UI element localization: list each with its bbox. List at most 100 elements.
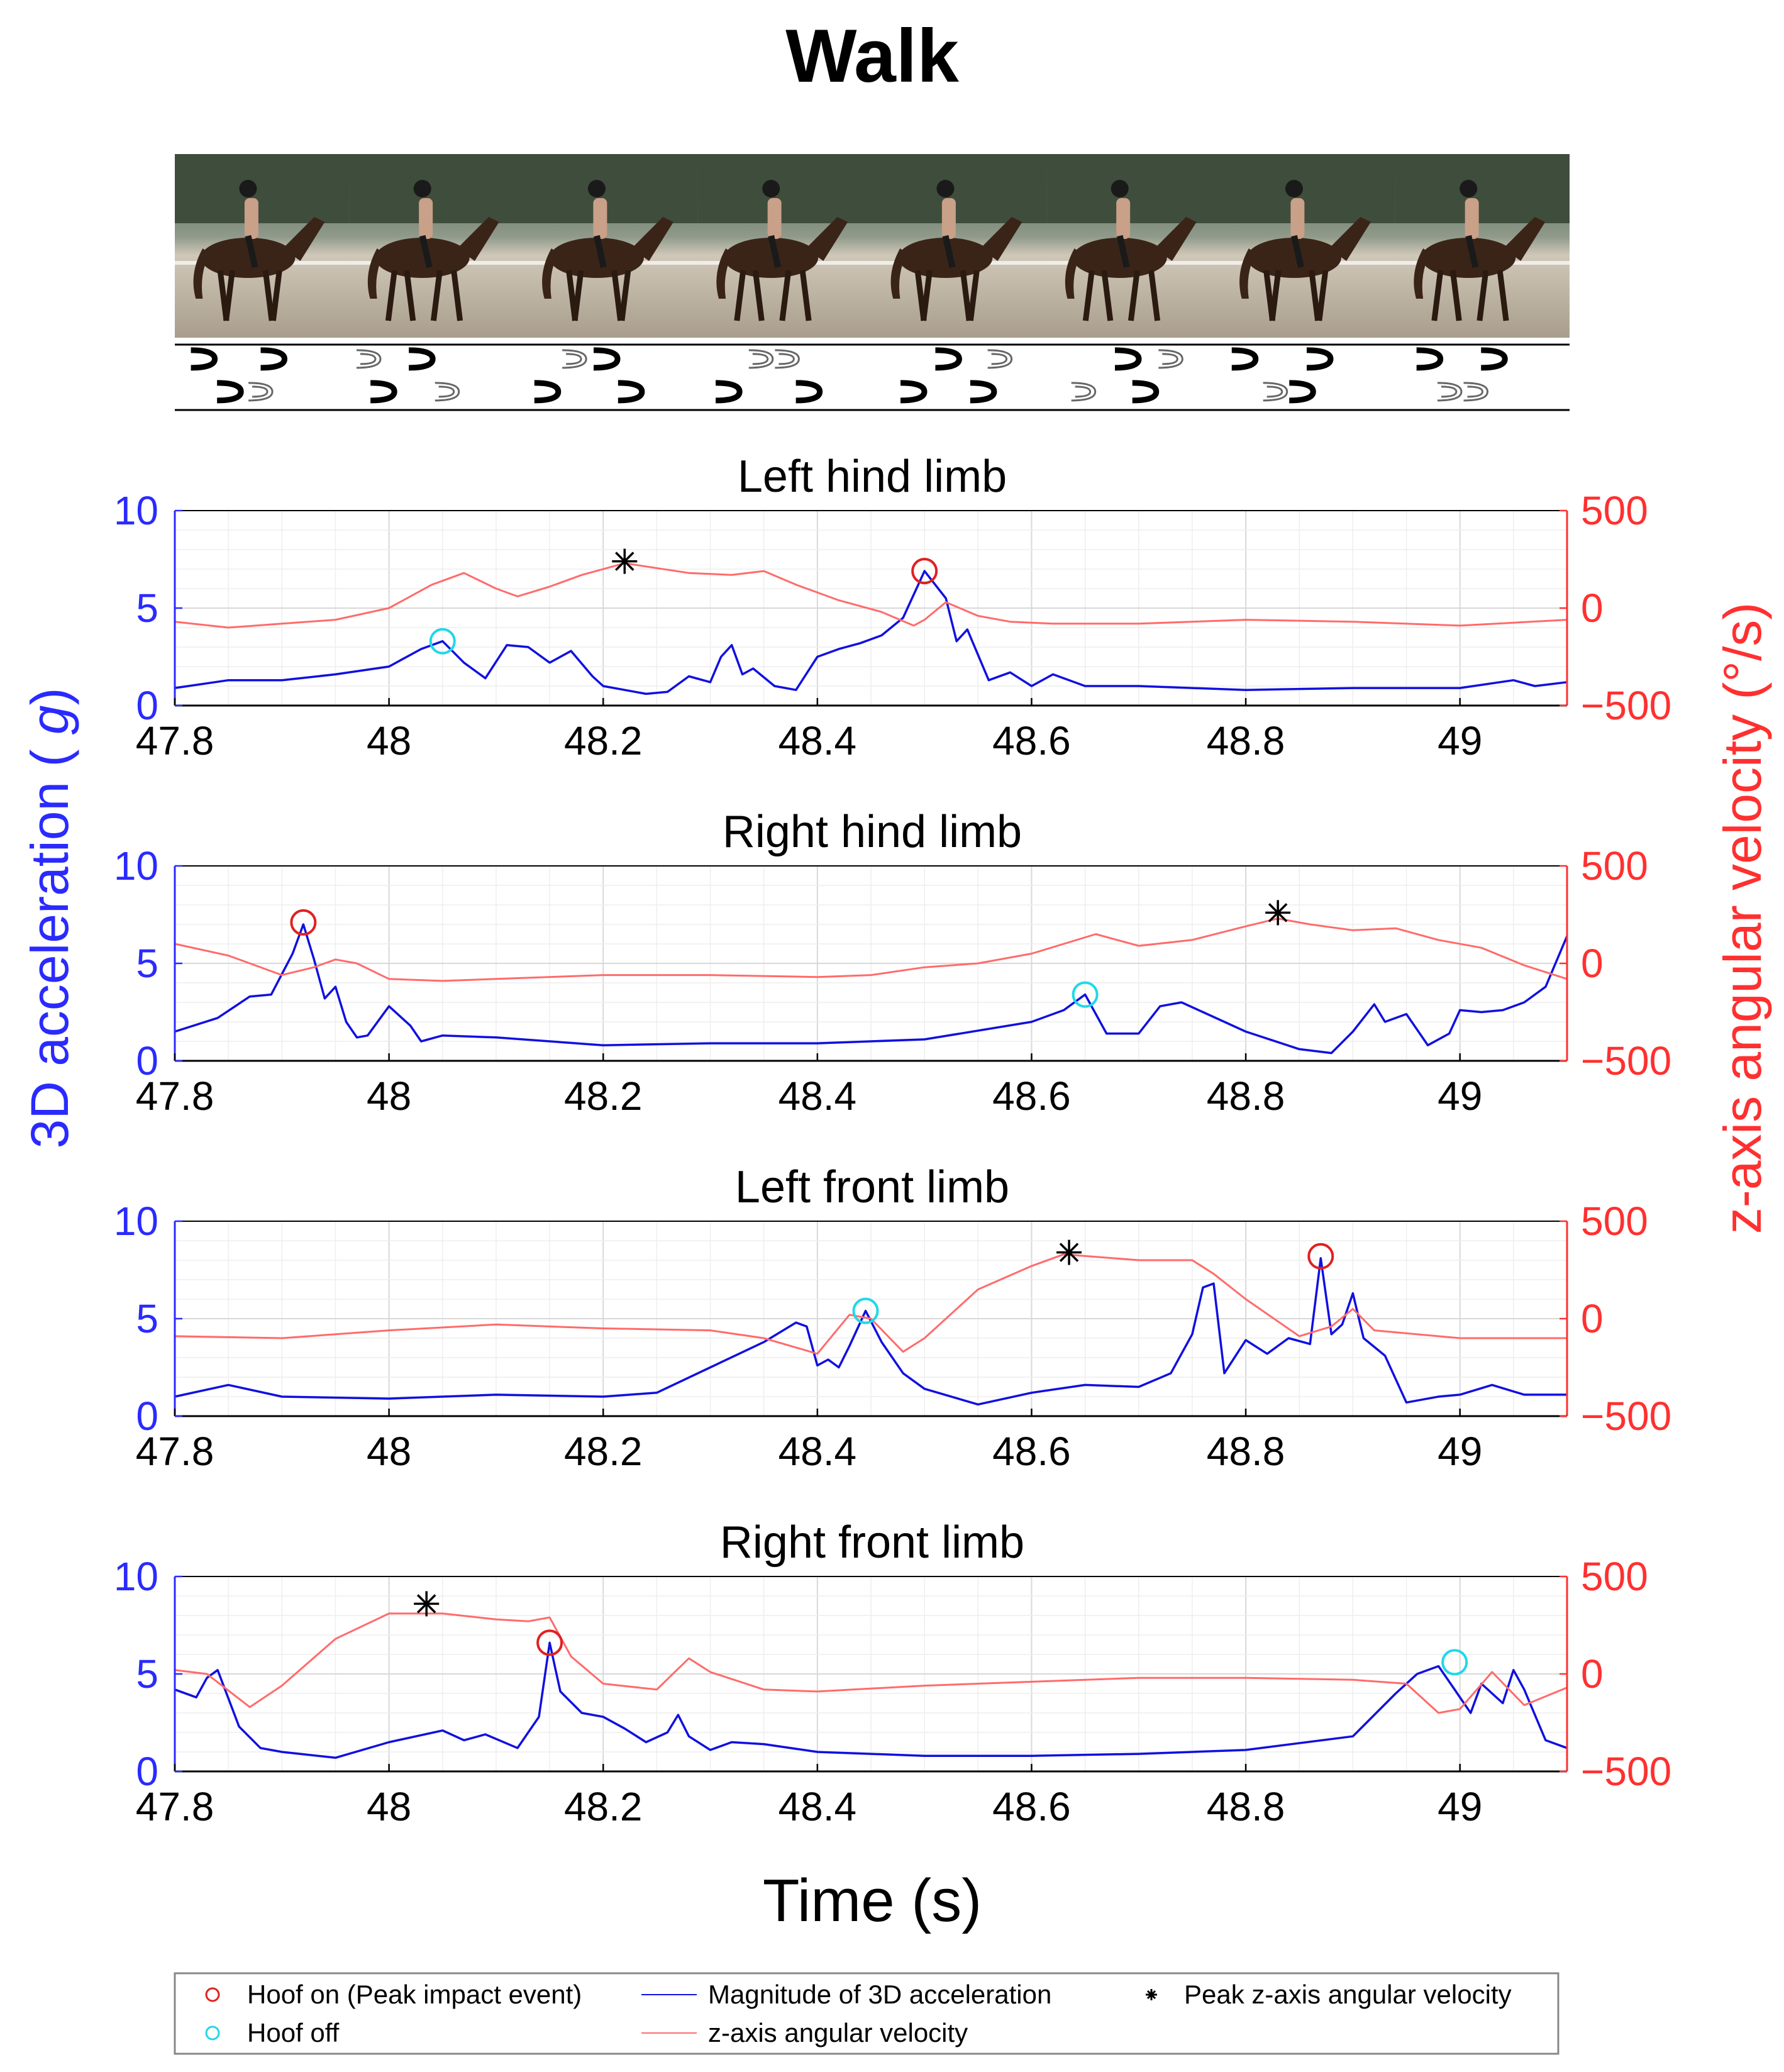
panel-title: Right front limb <box>720 1517 1024 1568</box>
tree-line <box>872 154 1047 223</box>
x-tick-label: 49 <box>1438 1073 1482 1119</box>
angular-velocity-series-line <box>174 562 1568 629</box>
hoof-on-ground-icon <box>1114 347 1142 371</box>
x-tick-label: 48.8 <box>1207 1073 1285 1119</box>
footfall-diagram <box>175 343 1570 411</box>
right-y-tick-label: −500 <box>1581 683 1671 728</box>
x-tick-label: 48.6 <box>992 718 1071 763</box>
y-left-label-end: ) <box>20 687 79 705</box>
horse-silhouette <box>1239 217 1371 321</box>
x-tick-label: 47.8 <box>136 1784 214 1829</box>
rider-silhouette <box>239 180 258 269</box>
hoof-on-ground-icon <box>1481 347 1508 371</box>
hoof-lifted-icon-inner <box>1467 385 1484 398</box>
hoof-lifted-icon-inner <box>1075 385 1092 398</box>
x-tick-label: 48 <box>367 1429 411 1474</box>
x-tick-label: 49 <box>1438 1429 1482 1474</box>
x-tick-label: 48.2 <box>564 1073 643 1119</box>
horse-frame <box>1221 154 1395 321</box>
horse-photo-strip <box>175 154 1570 338</box>
tree-line <box>1046 154 1221 223</box>
horse-silhouette <box>367 217 499 321</box>
horse-frame <box>1046 154 1221 321</box>
x-tick-label: 48 <box>367 718 411 763</box>
rider-silhouette <box>413 180 433 269</box>
angular-velocity-series-line <box>174 1612 1568 1714</box>
hoof-lifted-icon-inner <box>991 353 1008 365</box>
hoof-on-ground-icon <box>935 347 962 371</box>
legend: Hoof on (Peak impact event) Hoof off Mag… <box>174 1972 1560 2055</box>
hoof-lifted-icon-inner <box>752 353 769 365</box>
panel-right-hind-limb: Right hind limb 47.8 48 48.2 48.4 48.6 48.8 49… <box>114 807 1671 1119</box>
y-left-label-italic: g <box>20 705 79 734</box>
tree-line <box>523 154 698 223</box>
hoof-on-ground-icon <box>534 380 562 404</box>
right-y-tick-label: 500 <box>1581 843 1648 889</box>
left-y-tick-label: 0 <box>136 1393 158 1439</box>
rider-silhouette <box>1111 180 1131 269</box>
acceleration-series-line <box>174 570 1568 695</box>
hoof-on-ground-icon <box>191 347 218 371</box>
tree-line <box>1395 154 1570 223</box>
rider-silhouette <box>762 180 782 269</box>
right-y-tick-label: −500 <box>1581 1749 1671 1794</box>
horse-frame <box>872 154 1047 321</box>
hoof-on-ground-icon <box>618 380 645 404</box>
x-tick-label: 48.6 <box>992 1429 1071 1474</box>
peak-angular-velocity-marker <box>414 1591 440 1617</box>
right-y-tick-label: 500 <box>1581 1554 1648 1599</box>
hoof-on-ground-icon <box>795 380 823 404</box>
left-y-tick-label: 10 <box>114 1199 158 1244</box>
hoof-on-ground-icon <box>593 347 621 371</box>
hoof-lifted-icon-inner <box>252 385 269 398</box>
left-y-tick-label: 10 <box>114 843 158 889</box>
legend-hoof-on-marker <box>205 1987 220 2002</box>
right-y-tick-label: 0 <box>1581 1651 1604 1697</box>
panel-title: Right hind limb <box>723 807 1022 857</box>
hoof-on-ground-icon <box>900 380 928 404</box>
hoof-icons <box>191 347 1508 404</box>
tree-line <box>175 154 350 223</box>
peak-angular-velocity-marker <box>1056 1239 1082 1265</box>
hoof-on-ground-icon <box>1289 380 1316 404</box>
right-y-tick-label: 0 <box>1581 1296 1604 1341</box>
figure-title: Walk <box>785 14 959 98</box>
hoof-lifted-icon-inner <box>566 353 582 365</box>
x-tick-label: 48.6 <box>992 1784 1071 1829</box>
horse-frame <box>175 154 350 321</box>
horse-frame <box>697 154 872 321</box>
y-left-axis-label: 3D acceleration ( g) <box>20 687 79 1148</box>
left-y-tick-label: 10 <box>114 1554 158 1599</box>
left-y-tick-label: 10 <box>114 488 158 533</box>
hoof-on-ground-icon <box>370 380 397 404</box>
horse-frame <box>523 154 698 321</box>
x-tick-label: 48.2 <box>564 1784 643 1829</box>
right-y-tick-label: 0 <box>1581 585 1604 631</box>
rider-silhouette <box>936 180 956 269</box>
horse-silhouette <box>542 217 673 321</box>
left-y-tick-label: 5 <box>136 1296 158 1341</box>
right-y-tick-label: 500 <box>1581 1199 1648 1244</box>
acceleration-series-line <box>174 1641 1568 1759</box>
horse-frame <box>1395 154 1570 321</box>
hoof-on-marker <box>536 1629 563 1656</box>
left-y-tick-label: 5 <box>136 941 158 986</box>
horse-frames <box>175 154 1570 321</box>
angular-velocity-series-line <box>174 1253 1567 1355</box>
x-tick-label: 47.8 <box>136 718 214 763</box>
panel-right-front-limb: Right front limb 47.8 48 48.2 48.4 48.6 48.8 4… <box>114 1517 1671 1829</box>
hoof-on-ground-icon <box>217 380 244 404</box>
panel-left-hind-limb: Left hind limb 47.8 48 48.2 48.4 48.6 48.8 49 1… <box>114 452 1671 763</box>
hoof-on-ground-icon <box>409 347 436 371</box>
hoof-lifted-icon <box>435 382 460 402</box>
horse-silhouette <box>193 217 325 321</box>
x-tick-label: 48.2 <box>564 718 643 763</box>
horse-silhouette <box>1414 217 1546 321</box>
acceleration-series-line <box>174 1257 1567 1406</box>
x-tick-label: 48.4 <box>778 1784 857 1829</box>
hoof-on-ground-icon <box>1132 380 1160 404</box>
right-y-tick-label: 500 <box>1581 488 1648 533</box>
hoof-off-marker <box>1441 1649 1468 1676</box>
hoof-lifted-icon <box>987 349 1013 369</box>
horse-frame <box>349 154 524 321</box>
